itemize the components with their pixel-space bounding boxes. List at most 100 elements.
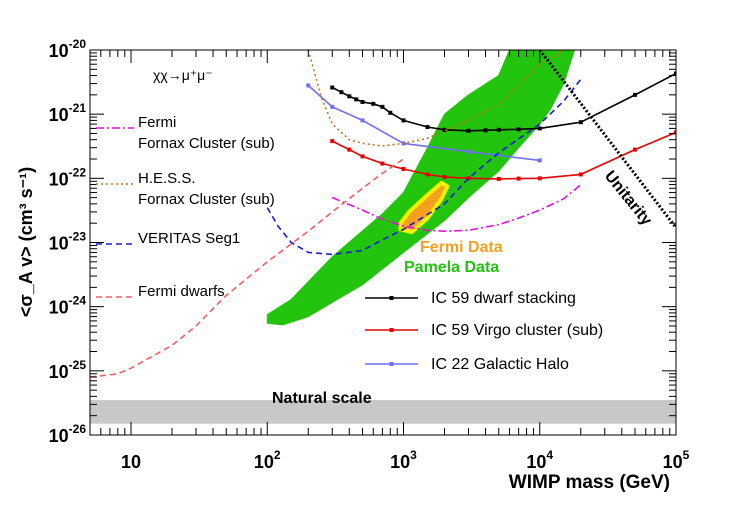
- region-fermi-data: [398, 180, 450, 235]
- series-veritas-seg1: [266, 78, 582, 256]
- series-ic-59-virgo-cluster-sub: [331, 131, 676, 180]
- y-tick-label-base: 10: [49, 426, 69, 446]
- legend-label-ic-59-dwarf-stacking: IC 59 dwarf stacking: [431, 290, 576, 307]
- legend-left: Fermi Fornax Cluster (sub) H.E.S.S. Fornax …: [96, 114, 275, 300]
- marker-ic-59-virgo-cluster-sub: [380, 161, 385, 166]
- y-tick-label: 10-24: [49, 294, 87, 318]
- x-tick-label-base: 10: [663, 452, 683, 472]
- y-axis-label: <σ_A v> (cm³ s⁻¹): [16, 167, 36, 317]
- series-unitarity: [538, 50, 676, 229]
- marker-ic-59-dwarf-stacking: [496, 127, 501, 132]
- legend-marker-ic-59-dwarf-stacking: [389, 296, 394, 300]
- marker-ic-59-virgo-cluster-sub: [496, 176, 501, 181]
- y-tick-label: 10-26: [49, 422, 87, 446]
- legend-label-ic-59-virgo-cluster-sub: IC 59 Virgo cluster (sub): [431, 322, 603, 339]
- y-tick-label-base: 10: [49, 362, 69, 382]
- series-fermi-dwarfs: [90, 158, 404, 378]
- x-tick-label-base: 10: [254, 452, 274, 472]
- marker-ic-59-dwarf-stacking: [516, 127, 521, 132]
- marker-ic-59-dwarf-stacking: [401, 118, 406, 123]
- y-tick-label-base: 10: [49, 169, 69, 189]
- marker-ic-59-dwarf-stacking: [483, 128, 488, 133]
- y-tick-label-base: 10: [49, 234, 69, 254]
- y-tick-label-exp: -21: [69, 101, 87, 115]
- marker-ic-59-dwarf-stacking: [425, 125, 430, 130]
- marker-ic-59-virgo-cluster-sub: [632, 147, 637, 152]
- marker-ic-59-dwarf-stacking: [339, 90, 344, 95]
- legend-label-fermi-fornax-cluster-sub: Fornax Cluster (sub): [138, 135, 275, 152]
- natural-scale-label: Natural scale: [272, 390, 372, 407]
- marker-ic-59-virgo-cluster-sub: [360, 154, 365, 159]
- marker-ic-59-dwarf-stacking: [330, 85, 335, 90]
- axis-ticks: [89, 49, 677, 436]
- marker-ic-59-virgo-cluster-sub: [425, 172, 430, 177]
- x-axis-label: WIMP mass (GeV): [509, 472, 670, 493]
- signal-regions: [266, 50, 575, 326]
- x-tick-label-base: 10: [390, 452, 410, 472]
- pamela-data-label: Pamela Data: [404, 259, 499, 276]
- series-ic-22-galactic-halo: [307, 84, 540, 162]
- series-fermi-fornax-cluster-sub: [331, 183, 582, 232]
- x-tick-label-exp: 3: [410, 448, 417, 462]
- marker-ic-59-virgo-cluster-sub: [578, 172, 583, 177]
- y-tick-label-exp: -23: [69, 230, 87, 244]
- y-tick-label: 10-21: [49, 101, 87, 125]
- y-tick-label-exp: -24: [69, 294, 87, 308]
- natural-scale-band: [90, 400, 676, 424]
- y-tick-label-base: 10: [49, 298, 69, 318]
- x-tick-label: 104: [526, 448, 553, 472]
- legend-right: IC 59 dwarf stacking IC 59 Virgo cluster …: [365, 290, 603, 373]
- legend-label-h-e-s-s-fornax-cluster-sub: Fornax Cluster (sub): [138, 191, 275, 208]
- marker-ic-22-galactic-halo: [360, 118, 365, 123]
- marker-ic-59-virgo-cluster-sub: [537, 176, 542, 181]
- x-tick-label-exp: 5: [683, 448, 690, 462]
- marker-ic-59-dwarf-stacking: [537, 126, 542, 131]
- band-natural-scale: [90, 400, 676, 424]
- legend-marker-ic-59-virgo-cluster-sub: [389, 328, 394, 332]
- limit-curves: [90, 50, 676, 378]
- marker-ic-59-virgo-cluster-sub: [674, 130, 676, 135]
- marker-ic-59-dwarf-stacking: [442, 127, 447, 132]
- marker-ic-59-dwarf-stacking: [354, 97, 359, 102]
- y-tick-label-exp: -26: [69, 422, 87, 436]
- y-tick-label-base: 10: [49, 41, 69, 61]
- marker-ic-22-galactic-halo: [306, 83, 311, 88]
- x-tick-label: 10: [121, 452, 141, 472]
- legend-label-h-e-s-s-fornax-cluster-sub: H.E.S.S.: [138, 170, 196, 187]
- marker-ic-59-dwarf-stacking: [466, 128, 471, 133]
- x-tick-label: 105: [663, 448, 690, 472]
- marker-ic-22-galactic-halo: [330, 104, 335, 109]
- marker-ic-59-dwarf-stacking: [578, 120, 583, 125]
- marker-ic-22-galactic-halo: [466, 149, 471, 154]
- fermi-data-label: Fermi Data: [420, 239, 503, 256]
- y-tick-label-exp: -20: [69, 37, 87, 51]
- x-tick-label-exp: 2: [274, 448, 281, 462]
- marker-ic-59-dwarf-stacking: [388, 110, 393, 115]
- marker-ic-59-virgo-cluster-sub: [466, 176, 471, 181]
- x-tick-label-base: 10: [121, 452, 141, 472]
- legend-label-fermi-dwarfs: Fermi dwarfs: [138, 283, 225, 300]
- unitarity-label: Unitarity: [601, 168, 655, 229]
- unitarity-label-text: Unitarity: [601, 168, 655, 229]
- x-tick-label-base: 10: [526, 452, 546, 472]
- y-tick-label: 10-25: [49, 358, 87, 382]
- marker-ic-59-dwarf-stacking: [674, 71, 676, 76]
- axis-tick-labels: 10 102 103 104 10510-2610-2510-2410-2310-221…: [49, 37, 690, 472]
- marker-ic-59-dwarf-stacking: [347, 94, 352, 99]
- marker-ic-59-virgo-cluster-sub: [330, 139, 335, 144]
- legend-label-veritas-seg1: VERITAS Seg1: [138, 230, 240, 247]
- legend-marker-ic-22-galactic-halo: [389, 362, 394, 366]
- y-axis-label-text: <σ_A v> (cm³ s⁻¹): [16, 167, 36, 317]
- marker-ic-59-virgo-cluster-sub: [347, 147, 352, 152]
- y-tick-label: 10-22: [49, 165, 87, 189]
- legend-label-ic-22-galactic-halo: IC 22 Galactic Halo: [431, 356, 569, 373]
- region-pamela-data: [266, 50, 575, 326]
- marker-ic-59-dwarf-stacking: [360, 99, 365, 104]
- y-tick-label-base: 10: [49, 105, 69, 125]
- marker-ic-59-virgo-cluster-sub: [442, 174, 447, 179]
- legend-label-fermi-fornax-cluster-sub: Fermi: [138, 114, 176, 131]
- marker-ic-59-dwarf-stacking: [380, 104, 385, 109]
- y-tick-label-exp: -25: [69, 358, 87, 372]
- marker-ic-59-dwarf-stacking: [632, 92, 637, 97]
